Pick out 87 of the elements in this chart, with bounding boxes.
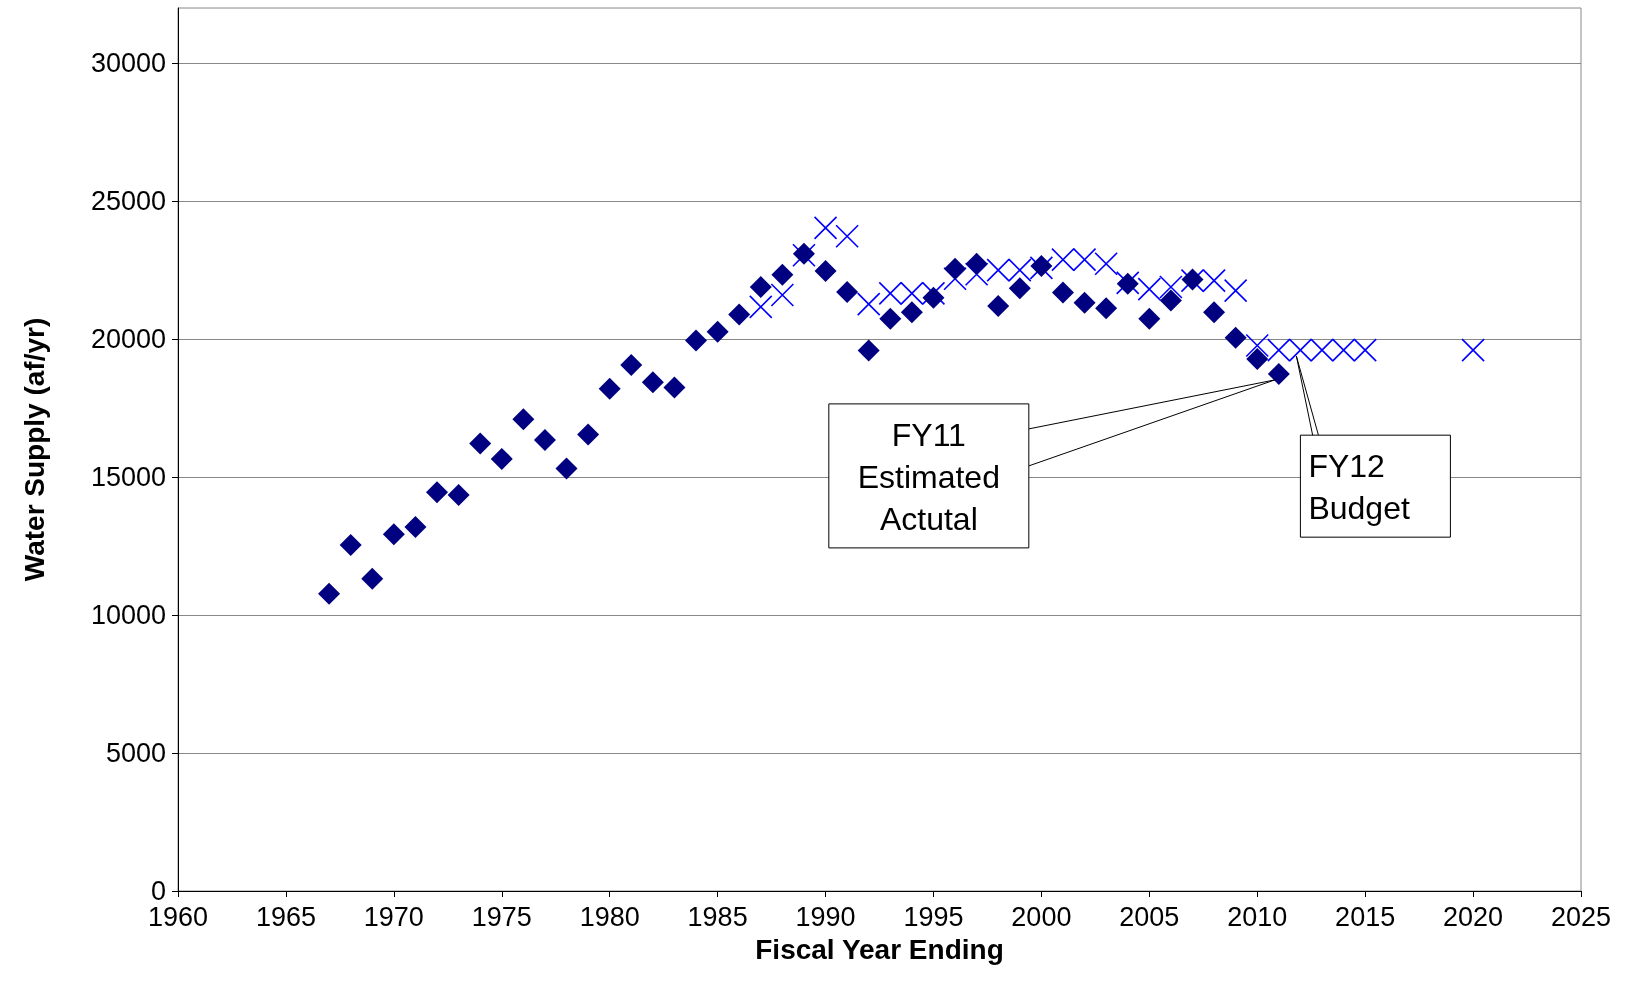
point [339,533,362,556]
point [771,263,794,286]
x-tick-label: 2000 [1011,901,1072,932]
point [1461,338,1485,362]
x-tick-label: 1995 [903,901,964,932]
point [577,423,600,446]
point [706,320,729,343]
point [490,447,513,470]
point [1203,301,1226,324]
point [835,224,859,248]
y-tick-label: 15000 [90,462,166,493]
x-tick-label: 2025 [1550,901,1612,932]
point [836,280,859,303]
annotation: FY12 Budget [1308,448,1410,527]
x-tick-label: 1965 [255,901,316,932]
point [318,582,341,605]
point [900,301,923,324]
point [533,429,556,452]
point [879,307,902,330]
point [512,408,535,431]
point [728,303,751,326]
point [748,295,773,319]
point [447,484,470,507]
point [382,523,405,546]
point [986,258,1011,282]
x-tick-label: 1980 [579,901,640,932]
point [555,457,578,480]
point [1051,247,1075,272]
point [620,354,643,377]
point [1246,347,1269,370]
point [1267,362,1290,385]
point [965,252,988,275]
point [1137,277,1162,301]
point [1073,291,1096,314]
y-tick-label: 5000 [105,738,166,769]
point [1223,278,1248,303]
point [814,259,837,282]
x-tick-label: 2010 [1227,901,1288,932]
y-tick-label: 20000 [90,324,166,355]
point [641,371,664,394]
x-tick-label: 2020 [1443,901,1504,932]
point [1094,251,1118,276]
point [361,567,384,590]
point [663,376,686,399]
point [1353,338,1377,362]
point [1245,333,1270,358]
x-axis-title: Fiscal Year Ending [755,933,1004,965]
y-tick-label: 25000 [90,186,166,217]
x-tick-label: 1985 [687,901,748,932]
x-tick-label: 1975 [471,901,532,932]
y-tick-label: 30000 [90,48,166,79]
point [1051,281,1074,304]
point [878,281,903,306]
point [1095,297,1118,320]
point [598,377,621,400]
point [1138,307,1161,330]
point [856,292,881,316]
point [1310,338,1334,362]
point [469,432,492,455]
point [944,257,967,280]
point [770,283,795,307]
point [922,286,945,309]
point [1008,277,1031,300]
point [857,339,880,362]
x-tick-label: 2015 [1335,901,1396,932]
point [426,481,449,504]
point [1159,289,1182,312]
point [1008,258,1032,282]
point [1072,247,1097,272]
x-tick-label: 1970 [363,901,424,932]
point [900,281,924,306]
y-axis-title: Water Supply (af/yr) [18,317,50,582]
x-tick-label: 1990 [795,901,856,932]
point [1224,326,1247,349]
point [1288,338,1313,362]
point [1331,338,1356,362]
point [685,329,708,352]
point [1159,275,1183,299]
y-tick-label: 10000 [90,600,166,631]
annotation: FY11 Estimated Actutal [857,416,1000,537]
point [987,295,1010,318]
x-tick-label: 2005 [1119,901,1180,932]
point [749,275,772,298]
point [404,516,427,539]
point [1267,338,1291,362]
point [813,216,838,240]
point [1202,268,1226,293]
